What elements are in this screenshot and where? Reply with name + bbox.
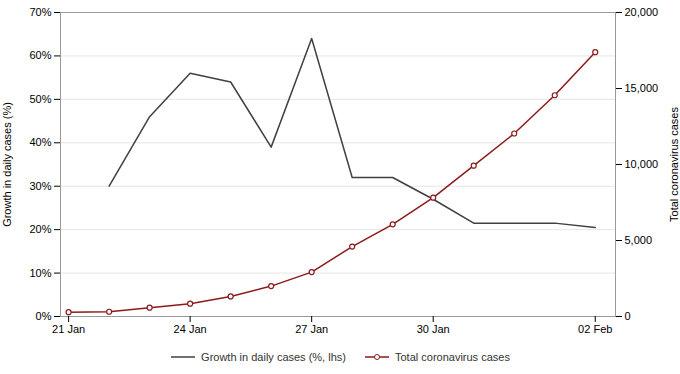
svg-text:10,000: 10,000	[625, 158, 659, 170]
svg-text:70%: 70%	[29, 6, 51, 18]
svg-text:10%: 10%	[29, 267, 51, 279]
html-text:Total coronavirus cases: Total coronavirus cases	[395, 351, 510, 363]
svg-text:0%: 0%	[36, 310, 52, 322]
svg-text:27 Jan: 27 Jan	[295, 323, 328, 335]
svg-text:15,000: 15,000	[625, 82, 659, 94]
svg-text:30%: 30%	[29, 180, 51, 192]
svg-text:60%: 60%	[29, 49, 51, 61]
svg-text:5,000: 5,000	[625, 234, 653, 246]
svg-text:02 Feb: 02 Feb	[578, 323, 612, 335]
svg-text:30 Jan: 30 Jan	[417, 323, 450, 335]
svg-text:24 Jan: 24 Jan	[174, 323, 207, 335]
svg-text:20%: 20%	[29, 223, 51, 235]
svg-text:50%: 50%	[29, 93, 51, 105]
svg-text:Total coronavirus cases: Total coronavirus cases	[668, 107, 680, 222]
svg-text:20,000: 20,000	[625, 6, 659, 18]
svg-text:Growth in daily cases (%): Growth in daily cases (%)	[1, 102, 13, 227]
html-text:Growth in daily cases (%, lhs): Growth in daily cases (%, lhs)	[201, 351, 346, 363]
svg-text:40%: 40%	[29, 136, 51, 148]
svg-text:21 Jan: 21 Jan	[52, 323, 85, 335]
svg-text:0: 0	[625, 310, 631, 322]
